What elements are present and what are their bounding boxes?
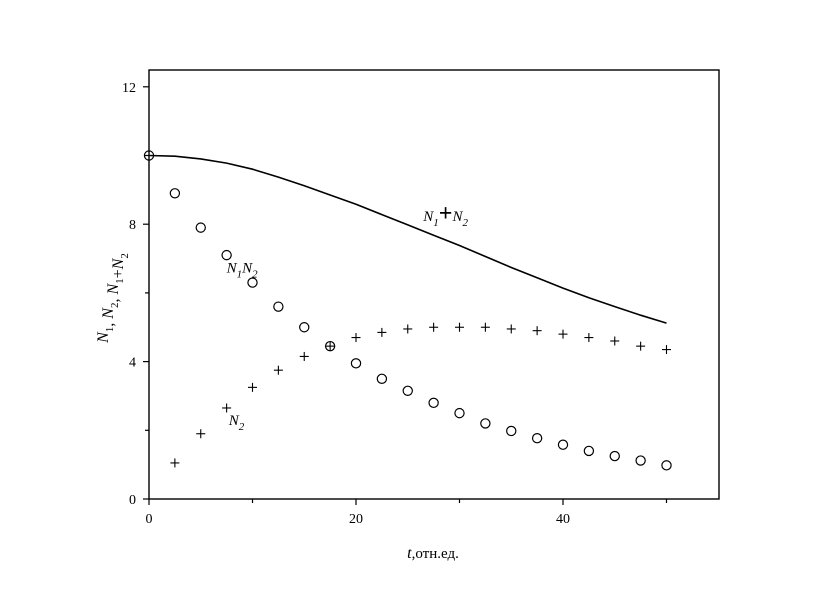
series-layer xyxy=(143,150,672,471)
data-point-plus xyxy=(325,341,335,351)
data-point-plus xyxy=(248,382,257,392)
data-point-circle xyxy=(557,439,569,450)
data-point-plus xyxy=(584,333,594,343)
series-n1 xyxy=(143,150,672,471)
series-n2 xyxy=(170,322,671,468)
data-point-circle xyxy=(661,460,672,471)
series-label: N1+N2 xyxy=(422,201,468,229)
plot-frame xyxy=(148,69,720,500)
x-tick-label: 20 xyxy=(349,512,363,527)
data-point-plus xyxy=(558,329,568,339)
data-point-plus xyxy=(480,322,490,332)
data-point-plus xyxy=(506,324,516,334)
data-point-circle xyxy=(506,425,517,437)
data-point-plus xyxy=(351,333,361,343)
data-point-circle xyxy=(635,455,646,466)
data-point-circle xyxy=(169,188,181,199)
data-point-circle xyxy=(609,450,620,462)
series-line xyxy=(148,154,667,324)
data-point-plus xyxy=(222,403,232,413)
data-point-plus xyxy=(429,322,439,332)
data-point-plus xyxy=(377,327,387,337)
series-n1-plus-n2 xyxy=(148,154,667,324)
series-label: N2 xyxy=(228,413,245,433)
data-point-plus xyxy=(403,324,413,334)
data-point-circle xyxy=(195,222,206,233)
series-label: N1N2 xyxy=(226,260,259,280)
data-point-circle xyxy=(299,322,310,333)
data-point-circle xyxy=(454,407,465,419)
data-point-plus xyxy=(610,336,620,346)
data-point-circle xyxy=(221,249,232,261)
x-tick-label: 0 xyxy=(146,512,153,527)
data-point-plus xyxy=(299,351,309,361)
y-tick-label: 4 xyxy=(129,356,136,371)
data-point-circle xyxy=(350,358,362,369)
data-point-circle xyxy=(531,433,543,444)
data-point-plus xyxy=(662,345,671,355)
data-point-circle xyxy=(583,445,595,457)
y-tick-label: 8 xyxy=(129,218,136,233)
data-point-circle xyxy=(247,277,258,288)
data-point-circle xyxy=(273,301,284,312)
data-point-circle xyxy=(324,340,336,352)
y-tick-label: 12 xyxy=(122,81,136,96)
y-axis-ticks: 0 4 8 12 xyxy=(122,81,149,508)
data-point-circle xyxy=(376,373,388,384)
data-point-plus xyxy=(273,365,283,375)
x-axis-ticks: 0 20 40 xyxy=(146,499,668,527)
data-point-plus xyxy=(170,458,180,468)
data-point-circle xyxy=(402,385,413,396)
series-annotations: N1N2 N2 N1+N2 xyxy=(226,201,469,433)
y-tick-label: 0 xyxy=(129,493,136,508)
data-point-circle xyxy=(428,397,439,409)
x-axis-label: t,отн.ед. xyxy=(407,545,459,562)
y-axis-label: N1, N2, N1+N2 xyxy=(95,253,131,344)
data-point-plus xyxy=(636,341,646,351)
data-point-plus xyxy=(532,326,542,336)
data-point-plus xyxy=(455,322,464,332)
data-point-plus xyxy=(196,429,206,439)
data-point-circle xyxy=(480,418,491,429)
x-tick-label: 40 xyxy=(556,512,570,527)
